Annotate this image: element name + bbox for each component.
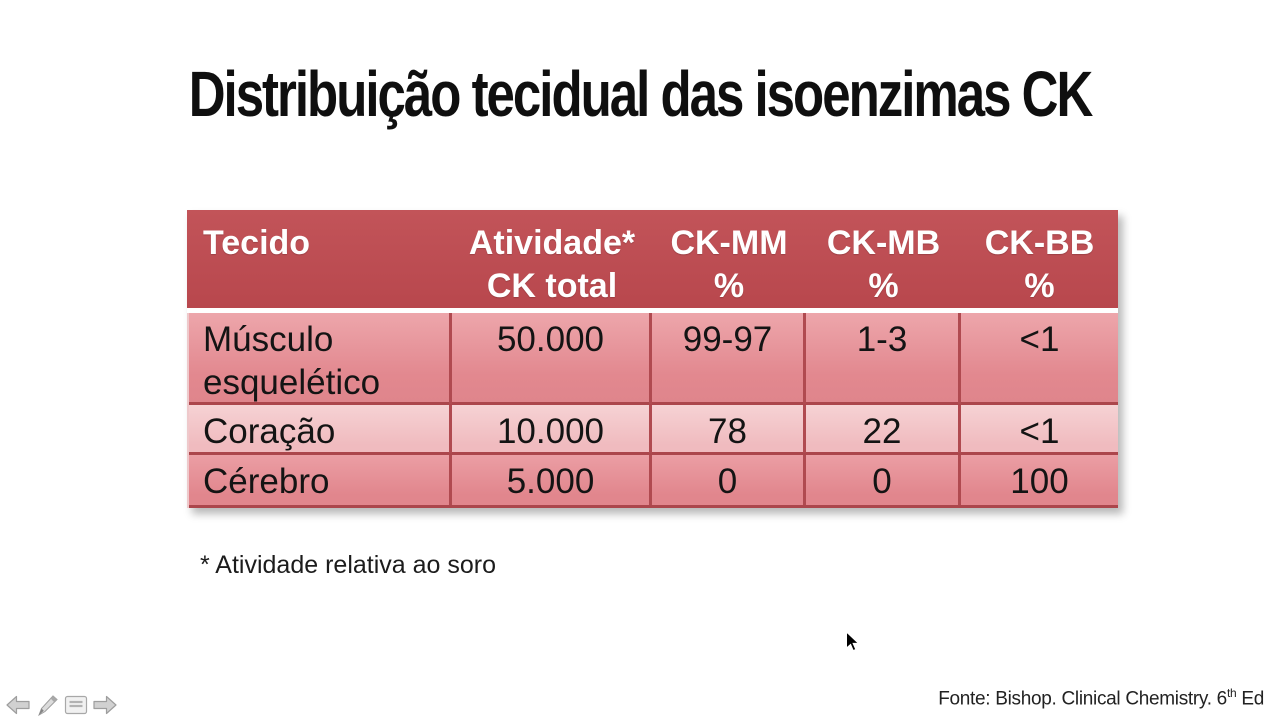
cell-ck-mb: 1-3 bbox=[806, 313, 961, 405]
header-ck-bb: CK-BB % bbox=[984, 224, 1095, 305]
table-row: Cérebro 5.000 0 0 100 bbox=[189, 455, 1118, 508]
pen-tool-button[interactable] bbox=[33, 691, 60, 718]
header-tecido: Tecido bbox=[203, 224, 311, 262]
table-row: Coração 10.000 78 22 <1 bbox=[189, 405, 1118, 455]
slideshow-nav-controls bbox=[4, 691, 118, 718]
table-row: Músculo esquelético 50.000 99-97 1-3 <1 bbox=[189, 313, 1118, 405]
cell-atividade: 50.000 bbox=[452, 313, 652, 405]
mouse-cursor bbox=[846, 631, 860, 652]
cell-tecido: Coração bbox=[189, 405, 452, 454]
cell-ck-bb: 100 bbox=[1010, 462, 1069, 501]
cell-ck-bb: <1 bbox=[1019, 412, 1060, 451]
cell-ck-mm: 99-97 bbox=[652, 313, 806, 405]
table-header-row: Tecido Atividade* CK total CK-MM % CK-MB… bbox=[187, 210, 1118, 308]
slide-title: Distribuição tecidual das isoenzimas CK bbox=[188, 58, 1094, 131]
cell-ck-bb: <1 bbox=[1019, 320, 1060, 359]
slide-menu-icon bbox=[64, 695, 87, 714]
next-slide-button[interactable] bbox=[91, 691, 118, 718]
cell-ck-mm: 78 bbox=[652, 405, 806, 454]
table-body: Músculo esquelético 50.000 99-97 1-3 <1 … bbox=[187, 313, 1118, 508]
cell-tecido: Cérebro bbox=[189, 455, 452, 505]
ck-distribution-table: Tecido Atividade* CK total CK-MM % CK-MB… bbox=[187, 210, 1118, 508]
header-atividade-ck-total: Atividade* CK total bbox=[468, 224, 636, 305]
slide-menu-button[interactable] bbox=[62, 691, 89, 718]
pen-icon bbox=[37, 694, 58, 716]
previous-slide-button[interactable] bbox=[4, 691, 31, 718]
cell-atividade: 5.000 bbox=[452, 455, 652, 505]
header-ck-mm: CK-MM % bbox=[670, 224, 788, 305]
cell-ck-mb: 0 bbox=[806, 455, 961, 505]
table-footnote: * Atividade relativa ao soro bbox=[200, 551, 497, 579]
cell-tecido: Músculo esquelético bbox=[189, 313, 452, 405]
cell-ck-mm: 0 bbox=[652, 455, 806, 505]
header-ck-mb: CK-MB % bbox=[826, 224, 941, 305]
header-separator-line bbox=[187, 308, 1118, 313]
cell-atividade: 10.000 bbox=[452, 405, 652, 454]
cell-ck-mb: 22 bbox=[806, 405, 961, 454]
source-citation: Fonte: Bishop. Clinical Chemistry. 6th E… bbox=[938, 686, 1264, 710]
next-slide-arrow-icon bbox=[92, 695, 117, 714]
previous-slide-arrow-icon bbox=[5, 695, 30, 714]
